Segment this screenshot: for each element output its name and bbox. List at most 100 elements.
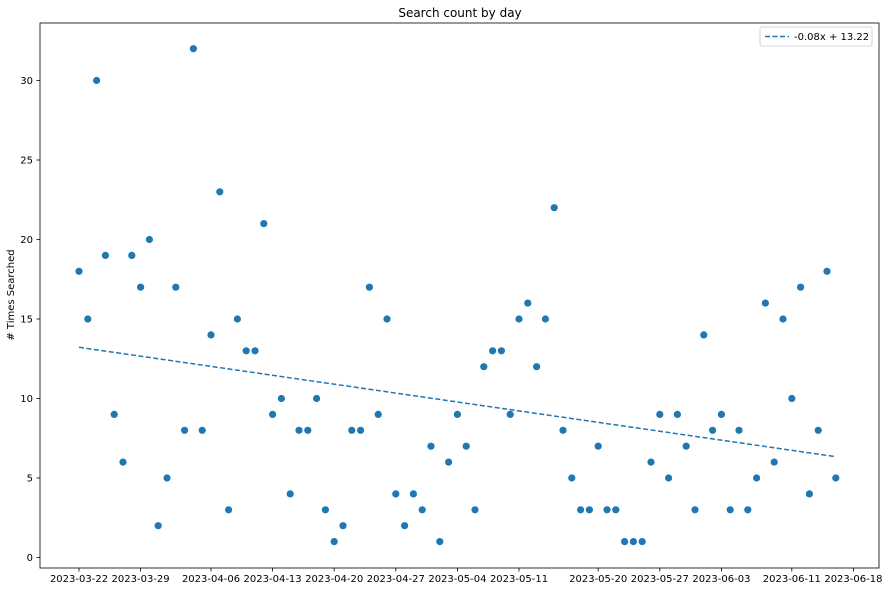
data-point bbox=[673, 410, 682, 418]
x-tick-label: 2023-04-20 bbox=[305, 574, 363, 585]
x-tick-label: 2023-05-27 bbox=[631, 574, 689, 585]
data-point bbox=[559, 426, 567, 434]
data-point bbox=[656, 410, 664, 418]
data-point bbox=[682, 442, 690, 450]
data-point bbox=[93, 76, 101, 85]
x-tick-label: 2023-04-27 bbox=[367, 574, 425, 585]
data-point bbox=[480, 363, 488, 371]
x-tick-label: 2023-03-22 bbox=[50, 574, 108, 585]
data-point bbox=[779, 315, 787, 323]
data-point bbox=[805, 490, 814, 498]
data-point bbox=[304, 426, 312, 434]
data-point bbox=[550, 204, 558, 212]
x-tick-label: 2023-06-11 bbox=[763, 574, 821, 585]
y-axis: 0 5 10 15 20 25 30 bbox=[20, 76, 40, 564]
data-point bbox=[313, 394, 321, 403]
data-point bbox=[603, 506, 611, 514]
x-tick-label: 2023-03-29 bbox=[112, 574, 170, 585]
data-point bbox=[462, 442, 470, 450]
data-point bbox=[709, 426, 717, 434]
chart-title: Search count by day bbox=[398, 6, 521, 20]
data-point bbox=[181, 426, 189, 434]
data-point bbox=[568, 474, 576, 482]
data-point bbox=[788, 394, 796, 403]
data-point bbox=[189, 45, 197, 53]
x-tick-label: 2023-06-03 bbox=[692, 574, 750, 585]
data-point bbox=[216, 188, 224, 196]
data-point bbox=[832, 474, 840, 482]
data-point bbox=[145, 235, 153, 244]
data-point bbox=[198, 426, 206, 434]
data-point bbox=[621, 538, 629, 546]
y-tick-label: 30 bbox=[20, 76, 33, 87]
y-tick-label: 20 bbox=[20, 235, 33, 246]
y-tick-label: 10 bbox=[20, 394, 33, 405]
data-point bbox=[321, 506, 329, 514]
data-point bbox=[726, 506, 734, 514]
data-point bbox=[761, 299, 770, 307]
data-point bbox=[418, 506, 426, 514]
data-point bbox=[427, 442, 435, 450]
x-tick-label: 2023-04-06 bbox=[182, 574, 240, 585]
data-point bbox=[533, 363, 541, 371]
data-point bbox=[594, 442, 602, 450]
data-point bbox=[585, 506, 594, 514]
data-point bbox=[445, 458, 453, 466]
data-point bbox=[700, 331, 708, 339]
y-tick-label: 25 bbox=[20, 156, 33, 167]
data-point bbox=[647, 458, 655, 466]
x-tick-label: 2023-05-11 bbox=[490, 574, 548, 585]
data-point bbox=[629, 538, 638, 546]
data-point bbox=[638, 538, 646, 546]
data-point bbox=[84, 315, 92, 323]
data-point bbox=[717, 410, 726, 418]
data-point bbox=[225, 506, 233, 514]
x-tick-label: 2023-06-18 bbox=[824, 574, 882, 585]
data-point bbox=[119, 458, 127, 466]
y-tick-label: 15 bbox=[20, 315, 33, 326]
data-point bbox=[515, 315, 523, 323]
data-point bbox=[251, 347, 259, 355]
data-point bbox=[770, 458, 778, 466]
data-point bbox=[665, 474, 673, 482]
data-point bbox=[744, 506, 752, 514]
data-point bbox=[339, 522, 347, 530]
data-point bbox=[691, 506, 699, 514]
x-tick-label: 2023-05-04 bbox=[428, 574, 486, 585]
data-point bbox=[348, 426, 356, 434]
data-point bbox=[797, 283, 805, 291]
data-point bbox=[295, 426, 303, 434]
data-point bbox=[541, 315, 550, 323]
y-tick-label: 5 bbox=[27, 474, 33, 485]
data-point bbox=[233, 315, 241, 323]
data-point bbox=[823, 267, 831, 275]
data-point bbox=[374, 410, 382, 418]
x-axis: 2023-03-22 2023-03-29 2023-04-06 2023-04-13… bbox=[50, 568, 882, 585]
data-point bbox=[409, 490, 417, 498]
data-point bbox=[242, 347, 250, 355]
data-point bbox=[524, 299, 532, 307]
data-point bbox=[269, 410, 277, 418]
data-point bbox=[286, 490, 294, 498]
data-point bbox=[277, 394, 285, 403]
data-point bbox=[260, 220, 268, 228]
data-point bbox=[383, 315, 391, 323]
data-point bbox=[365, 283, 373, 291]
x-tick-label: 2023-05-20 bbox=[569, 574, 627, 585]
data-point bbox=[735, 426, 743, 434]
data-point bbox=[471, 506, 479, 514]
legend-label: -0.08x + 13.22 bbox=[794, 32, 869, 43]
data-points bbox=[75, 45, 840, 546]
plot-frame bbox=[39, 22, 880, 569]
data-point bbox=[577, 506, 585, 514]
data-point bbox=[154, 522, 162, 530]
data-point bbox=[163, 474, 171, 482]
data-point bbox=[453, 410, 461, 418]
data-point bbox=[110, 410, 118, 418]
data-point bbox=[401, 522, 409, 530]
x-tick-label: 2023-04-13 bbox=[244, 574, 302, 585]
data-point bbox=[172, 283, 180, 291]
plot-area bbox=[39, 22, 880, 569]
